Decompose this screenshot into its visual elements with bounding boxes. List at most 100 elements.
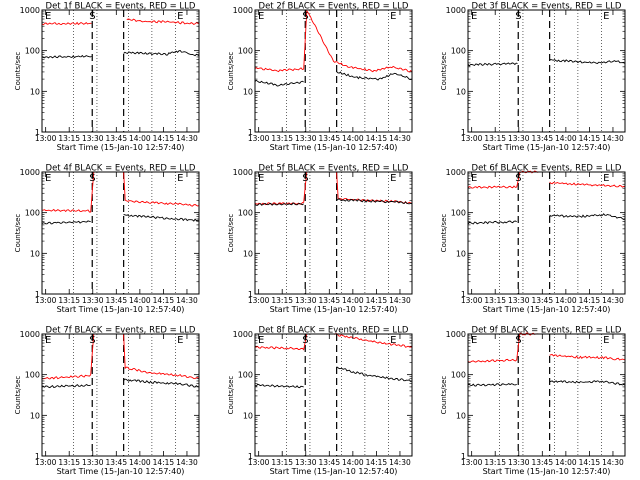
chart-title: Det 2f BLACK = Events, RED = LLD (259, 2, 409, 12)
x-tick-label: 14:30 (389, 458, 411, 467)
x-tick-label: 13:30 (82, 296, 104, 305)
x-tick-label: 14:30 (176, 296, 198, 305)
event-marker-label: E (471, 335, 477, 346)
x-tick-label: 13:30 (508, 134, 530, 143)
x-tick-label: 13:00 (248, 134, 270, 143)
x-tick-label: 14:30 (602, 458, 624, 467)
y-tick-label: 100 (25, 47, 40, 56)
x-tick-label: 14:15 (579, 134, 601, 143)
x-tick-label: 13:30 (295, 134, 317, 143)
plot-frame (467, 171, 626, 295)
x-tick-label: 14:00 (129, 296, 151, 305)
y-tick-label: 10 (243, 411, 253, 420)
y-tick-label: 100 (451, 371, 466, 380)
y-tick-label: 1 (35, 452, 40, 461)
y-tick-label: 1 (35, 290, 40, 299)
y-tick-label: 100 (451, 209, 466, 218)
red-lld-series-line (254, 333, 308, 351)
y-tick-label: 1000 (20, 330, 40, 339)
chart-title: Det 4f BLACK = Events, RED = LLD (46, 164, 196, 174)
red-lld-series-line (254, 9, 413, 73)
x-tick-label: 14:00 (129, 458, 151, 467)
event-marker-label: E (177, 335, 183, 346)
black-events-series-line (549, 59, 626, 64)
red-lld-series-line (254, 171, 308, 206)
y-tick-label: 10 (243, 87, 253, 96)
event-marker-label: E (45, 335, 51, 346)
x-tick-label: 13:15 (58, 458, 80, 467)
black-events-series-line (336, 366, 413, 383)
x-tick-label: 14:30 (176, 134, 198, 143)
black-events-series-line (41, 220, 91, 225)
plot-frame (41, 9, 200, 133)
x-tick-label: 14:15 (153, 458, 175, 467)
black-events-series-line (41, 54, 92, 59)
x-tick-label: 13:00 (461, 458, 483, 467)
x-tick-label: 13:30 (508, 458, 530, 467)
plot-frame (467, 9, 626, 133)
chart-title: Det 7f BLACK = Events, RED = LLD (46, 326, 196, 336)
x-tick-label: 14:00 (342, 458, 364, 467)
event-marker-label: S (89, 335, 95, 346)
chart-panel-2: Det 2f BLACK = Events, RED = LLD 1 10 100 10… (227, 2, 413, 152)
x-axis-label: Start Time (15-Jan-10 12:57:40) (270, 467, 398, 476)
plot-frame (41, 333, 200, 457)
x-tick-label: 13:45 (318, 134, 340, 143)
y-tick-label: 10 (243, 249, 253, 258)
x-tick-label: 13:45 (105, 458, 127, 467)
plot-frame (254, 9, 413, 133)
x-tick-label: 14:00 (555, 134, 577, 143)
y-axis-label: Counts/sec (440, 376, 448, 415)
y-tick-label: 1000 (446, 330, 466, 339)
x-tick-label: 13:15 (58, 296, 80, 305)
x-tick-label: 13:00 (35, 296, 57, 305)
red-lld-series-line (336, 172, 413, 205)
event-marker-label: E (390, 11, 396, 22)
y-axis-label: Counts/sec (227, 214, 235, 253)
y-axis-label: Counts/sec (440, 214, 448, 253)
x-tick-label: 13:15 (484, 296, 506, 305)
y-tick-label: 100 (238, 209, 253, 218)
y-tick-label: 10 (30, 87, 40, 96)
red-lld-series-line (467, 332, 539, 363)
red-lld-series-line (549, 354, 626, 361)
y-tick-label: 10 (456, 87, 466, 96)
y-tick-label: 1000 (446, 6, 466, 15)
x-tick-label: 13:30 (508, 296, 530, 305)
x-tick-label: 14:30 (389, 296, 411, 305)
chart-panel-8: Det 8f BLACK = Events, RED = LLD 1 10 100 10… (227, 326, 413, 476)
red-lld-series-line (41, 21, 92, 26)
red-lld-series-line (549, 181, 625, 188)
x-tick-label: 14:30 (602, 134, 624, 143)
y-axis-label: Counts/sec (14, 52, 22, 91)
red-lld-series-line (126, 18, 200, 26)
y-tick-label: 10 (30, 411, 40, 420)
x-tick-label: 14:00 (555, 458, 577, 467)
x-tick-label: 14:15 (579, 296, 601, 305)
event-marker-label: E (45, 11, 51, 22)
x-tick-label: 13:30 (295, 296, 317, 305)
y-tick-label: 1 (248, 128, 253, 137)
event-marker-label: S (302, 335, 308, 346)
black-events-series-line (467, 220, 517, 225)
x-tick-label: 14:00 (342, 296, 364, 305)
event-marker-label: S (302, 173, 308, 184)
red-lld-series-line (333, 332, 413, 348)
event-marker-label: E (258, 11, 264, 22)
x-axis-label: Start Time (15-Jan-10 12:57:40) (483, 143, 611, 152)
x-tick-label: 13:45 (105, 296, 127, 305)
red-lld-series-line (41, 333, 95, 380)
black-events-series-line (549, 213, 626, 220)
black-events-series-line (123, 49, 200, 57)
y-tick-label: 1 (248, 290, 253, 299)
x-tick-label: 14:15 (153, 296, 175, 305)
event-marker-label: E (390, 173, 396, 184)
y-tick-label: 1 (248, 452, 253, 461)
x-tick-label: 13:15 (58, 134, 80, 143)
x-tick-label: 14:15 (579, 458, 601, 467)
y-tick-label: 10 (456, 249, 466, 258)
x-tick-label: 14:30 (176, 458, 198, 467)
y-axis-label: Counts/sec (227, 52, 235, 91)
event-marker-label: E (603, 11, 609, 22)
x-tick-label: 14:00 (342, 134, 364, 143)
